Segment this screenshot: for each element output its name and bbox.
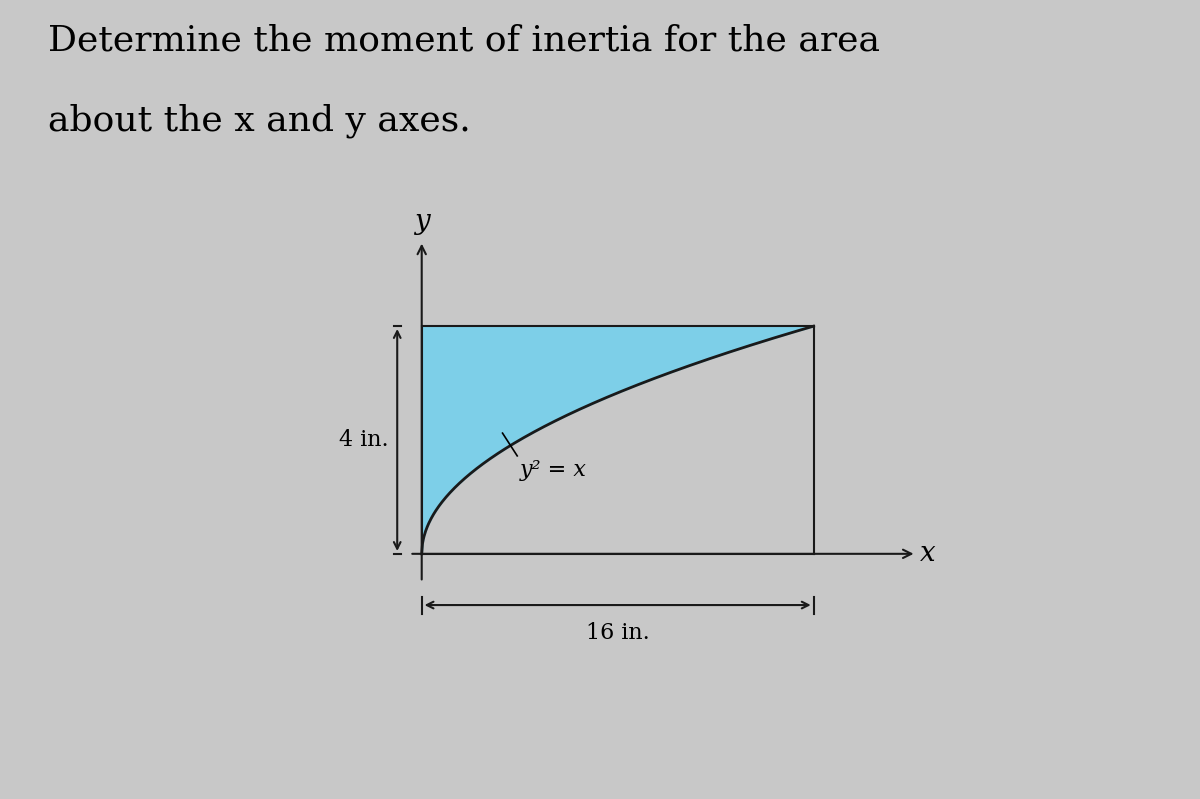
Text: 16 in.: 16 in.	[586, 622, 649, 644]
Text: about the x and y axes.: about the x and y axes.	[48, 104, 470, 138]
Text: y: y	[414, 208, 430, 235]
Text: 4 in.: 4 in.	[340, 429, 389, 451]
Text: x: x	[920, 540, 936, 567]
Text: Determine the moment of inertia for the area: Determine the moment of inertia for the …	[48, 24, 880, 58]
Text: y² = x: y² = x	[520, 459, 587, 481]
